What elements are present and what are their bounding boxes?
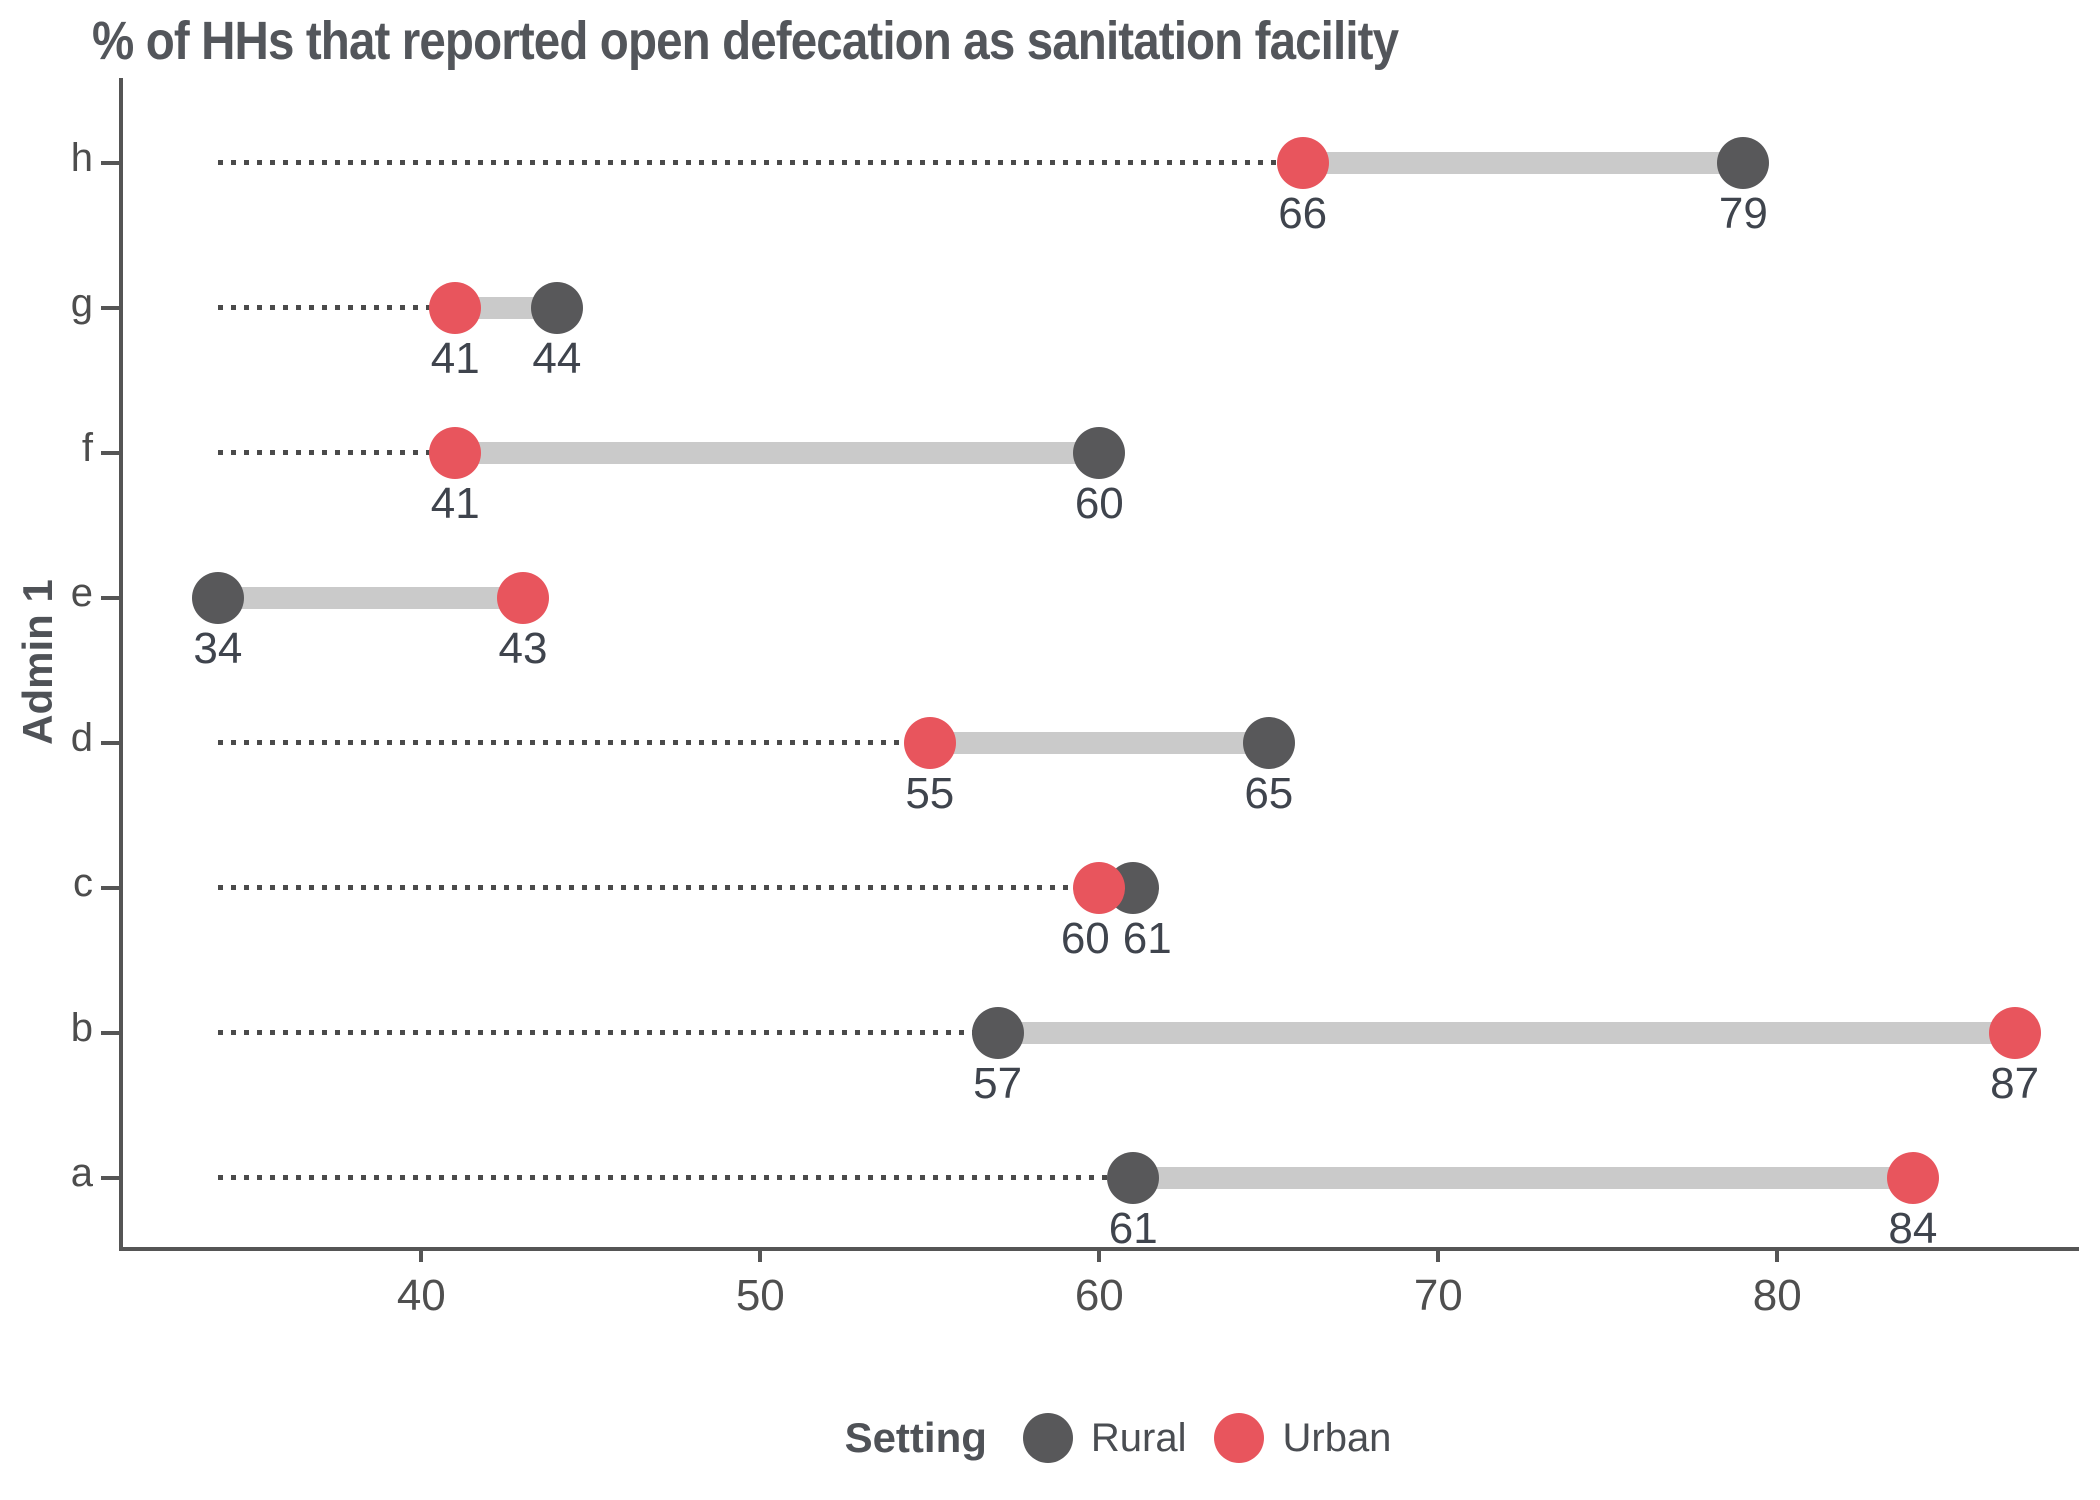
point-urban-e [497, 572, 549, 624]
value-label-rural-d: 65 [1244, 769, 1294, 818]
connector-bar-b [997, 1022, 2015, 1044]
point-urban-h [1276, 137, 1329, 189]
value-label-urban-g: 41 [430, 334, 480, 383]
point-rural-g [530, 282, 583, 334]
y-tick-a [101, 1176, 119, 1180]
x-tick-80 [1775, 1247, 1780, 1262]
point-rural-e [191, 572, 244, 624]
x-tick-label-60: 60 [1074, 1271, 1124, 1320]
point-rural-f [1073, 427, 1126, 479]
x-tick-70 [1436, 1247, 1441, 1262]
x-tick-label-40: 40 [396, 1271, 446, 1320]
dotted-leader-h [217, 160, 1303, 165]
value-label-urban-d: 55 [905, 769, 955, 818]
x-tick-60 [1097, 1247, 1102, 1262]
dotted-leader-g [217, 305, 456, 310]
x-tick-40 [419, 1247, 424, 1262]
dotted-leader-a [217, 1175, 1134, 1180]
connector-bar-f [455, 442, 1100, 464]
plot-panel: h 79 66 g 44 41 f 60 41 e 34 43 d 65 55 c 61 60 b 57 87 a 61 84… [71, 78, 2079, 1320]
y-category-label-c: c [73, 861, 93, 905]
point-urban-a [1886, 1152, 1939, 1204]
dotted-leader-b [217, 1030, 998, 1035]
dotted-leader-c [217, 885, 1100, 890]
y-tick-f [101, 451, 119, 455]
chart-title: % of HHs that reported open defecation a… [92, 11, 1399, 71]
value-label-urban-a: 84 [1888, 1204, 1938, 1253]
value-label-rural-e: 34 [193, 624, 243, 673]
y-tick-g [101, 306, 119, 310]
value-label-rural-g: 44 [532, 334, 582, 383]
point-urban-b [1988, 1007, 2041, 1059]
value-label-urban-f: 41 [430, 479, 480, 528]
x-tick-label-80: 80 [1752, 1271, 1802, 1320]
legend-label-rural: Rural [1090, 1415, 1187, 1460]
value-label-rural-c: 61 [1122, 914, 1172, 963]
legend-item-rural: Rural [1022, 1413, 1187, 1463]
dotted-leader-d [217, 740, 930, 745]
x-tick-label-50: 50 [735, 1271, 785, 1320]
point-urban-d [903, 717, 956, 769]
legend: Setting Rural Urban [68, 1398, 2100, 1478]
point-urban-c [1073, 862, 1126, 914]
y-category-label-d: d [70, 716, 93, 760]
x-tick-label-70: 70 [1413, 1271, 1463, 1320]
point-urban-g [429, 282, 482, 334]
point-rural-b [971, 1007, 1024, 1059]
point-rural-d [1242, 717, 1295, 769]
value-label-urban-c: 60 [1060, 914, 1110, 963]
y-tick-e [101, 596, 119, 600]
y-tick-d [101, 741, 119, 745]
legend-swatch-urban [1214, 1413, 1265, 1463]
connector-bar-h [1302, 152, 1744, 174]
y-category-label-b: b [70, 1006, 93, 1050]
legend-swatch-rural [1022, 1413, 1073, 1463]
legend-label-urban: Urban [1282, 1415, 1392, 1460]
connector-bar-e [217, 587, 523, 609]
y-category-label-g: g [70, 281, 93, 325]
y-tick-h [101, 161, 119, 165]
value-label-urban-b: 87 [1990, 1059, 2040, 1108]
legend-item-urban: Urban [1214, 1413, 1391, 1463]
value-label-rural-h: 79 [1718, 189, 1768, 238]
value-label-rural-a: 61 [1108, 1204, 1158, 1253]
y-category-label-f: f [81, 426, 93, 470]
point-rural-h [1717, 137, 1770, 189]
y-category-label-a: a [70, 1151, 93, 1195]
y-tick-c [101, 886, 119, 890]
y-category-label-e: e [70, 571, 93, 615]
connector-bar-d [929, 732, 1269, 754]
y-tick-b [101, 1031, 119, 1035]
legend-title: Setting [844, 1414, 987, 1461]
dotted-leader-f [217, 450, 456, 455]
value-label-rural-f: 60 [1074, 479, 1124, 528]
x-tick-50 [758, 1247, 763, 1262]
value-label-urban-e: 43 [498, 624, 548, 673]
y-category-label-h: h [70, 136, 93, 180]
value-label-urban-h: 66 [1278, 189, 1328, 238]
point-rural-a [1107, 1152, 1160, 1204]
connector-bar-a [1133, 1167, 1913, 1189]
value-label-rural-b: 57 [973, 1059, 1023, 1108]
point-urban-f [429, 427, 482, 479]
